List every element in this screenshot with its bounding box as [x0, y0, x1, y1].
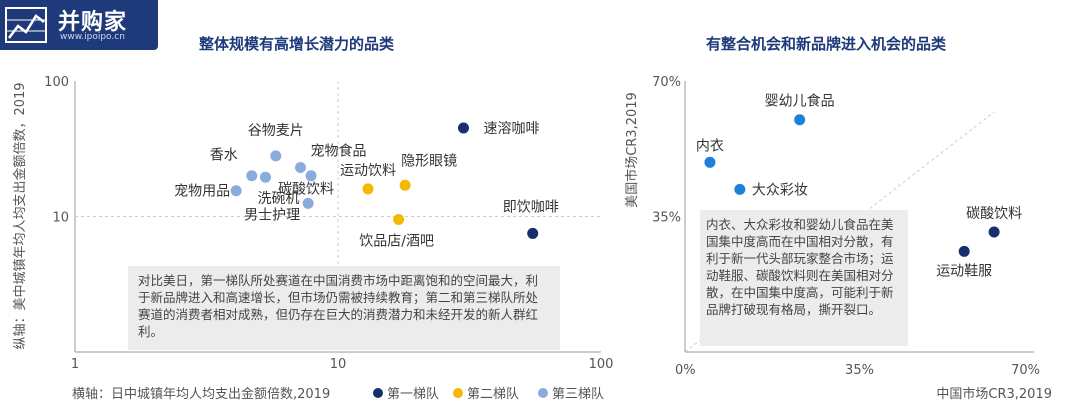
left-point-label: 洗碗机	[257, 191, 299, 207]
right-y-axis-label: 美国市场CR3,2019	[624, 92, 640, 208]
right-x-axis-label: 中国市场CR3,2019	[936, 386, 1052, 402]
left-point	[393, 214, 405, 226]
left-point-label: 速溶咖啡	[483, 121, 539, 137]
right-point-label: 运动鞋服	[936, 263, 992, 279]
left-point	[294, 161, 306, 173]
left-point	[270, 150, 282, 162]
left-point-label: 宠物用品	[174, 184, 230, 200]
right-point-label: 碳酸饮料	[966, 206, 1022, 222]
right-annotation-box: 内衣、大众彩妆和婴幼儿食品在美国集中度高而在中国相对分散，有利于新一代头部玩家整…	[700, 210, 908, 346]
right-x-tick-label: 0%	[675, 363, 696, 378]
left-x-tick-label: 100	[589, 357, 614, 372]
left-point-label: 即饮咖啡	[503, 199, 559, 215]
left-y-tick-label: 10	[52, 211, 69, 226]
right-x-tick-label: 70%	[1011, 363, 1040, 378]
left-point	[230, 185, 242, 197]
chart-logo-icon	[5, 7, 47, 43]
right-diagonal-line	[684, 111, 995, 353]
left-x-tick-label: 1	[71, 357, 79, 372]
legend-marker-tier3	[538, 388, 548, 398]
legend-marker-tier2	[453, 388, 463, 398]
left-point-label: 宠物食品	[310, 142, 366, 159]
left-point	[399, 179, 411, 191]
left-annotation-box: 对比美日，第一梯队所处赛道在中国消费市场中距离饱和的空间最大，利于新品牌进入和高…	[128, 266, 560, 350]
left-point-label: 谷物麦片	[248, 123, 304, 139]
brand-logo: 并购家 www.ipoipo.cn	[0, 0, 158, 50]
left-point	[246, 170, 258, 182]
left-point-label: 男士护理	[244, 207, 300, 223]
left-point-label: 碳酸饮料	[278, 182, 334, 198]
right-y-tick-label: 70%	[652, 75, 681, 90]
right-point-label: 内衣	[696, 138, 724, 154]
legend-label-tier1: 第一梯队	[387, 387, 439, 402]
right-point	[794, 114, 806, 126]
left-y-tick-label: 100	[44, 75, 69, 90]
right-chart-title: 有整合机会和新品牌进入机会的品类	[706, 35, 947, 53]
left-x-tick-label: 10	[330, 357, 347, 372]
left-point	[302, 197, 314, 209]
right-point	[988, 226, 1000, 238]
left-x-axis-label: 横轴：日中城镇年均人均支出金额倍数,2019	[72, 386, 330, 402]
left-point	[305, 170, 317, 182]
right-point	[704, 156, 716, 168]
right-point	[958, 245, 970, 257]
left-point	[362, 183, 374, 195]
left-y-axis-label: 纵轴：美中城镇年均人均支出金额倍数，2019	[12, 82, 28, 349]
legend-marker-tier1	[373, 388, 383, 398]
left-chart-title: 整体规模有高增长潜力的品类	[199, 35, 395, 53]
left-point-label: 香水	[210, 148, 238, 164]
left-point	[527, 227, 539, 239]
right-y-tick-label: 35%	[652, 211, 681, 226]
left-point-label: 饮品店/酒吧	[359, 234, 434, 250]
right-point	[734, 183, 746, 195]
left-point	[259, 171, 271, 183]
brand-url: www.ipoipo.cn	[60, 32, 125, 42]
left-point	[457, 122, 469, 134]
right-x-tick-label: 35%	[845, 363, 874, 378]
legend-label-tier2: 第二梯队	[467, 387, 519, 402]
left-point-label: 运动饮料	[340, 163, 396, 179]
right-point-label: 大众彩妆	[752, 182, 808, 198]
brand-name: 并购家	[58, 10, 128, 35]
left-point-label: 隐形眼镜	[401, 153, 457, 169]
right-point-label: 婴幼儿食品	[765, 93, 835, 110]
legend-label-tier3: 第三梯队	[552, 387, 604, 402]
